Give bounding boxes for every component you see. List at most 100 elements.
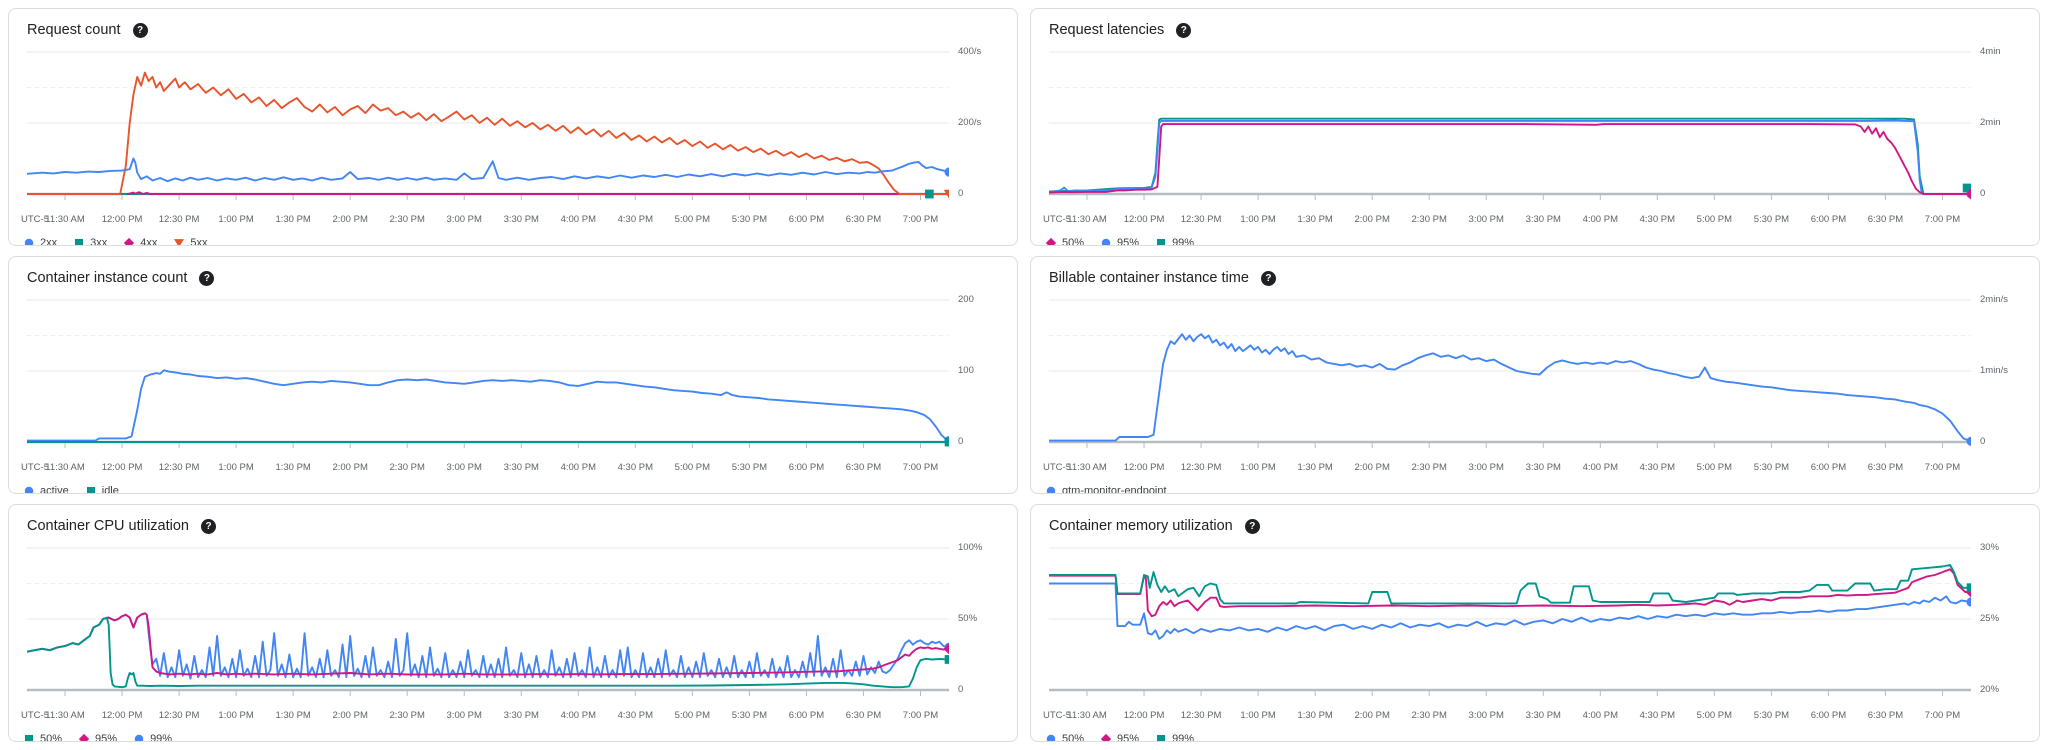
series-50%	[27, 618, 949, 688]
x-tick-label: 2:30 PM	[1411, 214, 1447, 225]
x-axis: UTC-5 11:30 AM 12:00 PM 12:30 PM 1:00 PM 1:30…	[1043, 709, 1971, 724]
series-50%	[1049, 584, 1971, 639]
legend-item-99-[interactable]: 99%	[1155, 237, 1194, 245]
diamond-marker-icon	[78, 733, 90, 741]
x-tick-label: 12:00 PM	[101, 462, 143, 473]
x-tick-label: 5:30 PM	[1753, 214, 1790, 225]
series-gtm-monitor-endpoint	[1049, 334, 1971, 441]
x-tick-label: 7:00 PM	[1924, 214, 1961, 225]
legend-item-95-[interactable]: 95%	[1100, 237, 1139, 245]
x-tick-label: 3:30 PM	[1525, 710, 1561, 721]
x-tick-label: 7:00 PM	[1924, 710, 1961, 721]
legend-item-2xx[interactable]: 2xx	[23, 237, 57, 245]
legend-item-95-[interactable]: 95%	[1100, 733, 1139, 741]
legend-item-50-[interactable]: 50%	[23, 733, 62, 741]
x-tick-label: 1:30 PM	[275, 462, 311, 473]
legend-item-5xx[interactable]: 5xx	[173, 237, 208, 245]
legend-label: idle	[101, 485, 119, 494]
x-tick-label: 2:30 PM	[1411, 710, 1447, 721]
x-tick-label: 5:00 PM	[1696, 214, 1733, 225]
x-tick-label: 3:30 PM	[503, 710, 539, 721]
x-tick-label: 3:00 PM	[446, 214, 482, 225]
x-tick-label: 12:30 PM	[1180, 214, 1222, 225]
legend-item-50-[interactable]: 50%	[1045, 733, 1085, 742]
y-axis: 4min 2min 0	[1971, 42, 2021, 212]
x-tick-label: 1:00 PM	[218, 710, 254, 721]
x-tick-label: 6:30 PM	[1867, 710, 1904, 721]
diamond-marker-icon	[1100, 733, 1112, 741]
x-tick-label: 12:00 PM	[1123, 462, 1165, 473]
y-tick-label: 50%	[958, 613, 978, 624]
legend: gtm-monitor-endpoint	[1045, 485, 1971, 493]
x-tick-label: 12:30 PM	[158, 710, 200, 721]
help-icon[interactable]: ?	[132, 22, 148, 38]
y-axis: 100% 50% 0	[949, 538, 999, 708]
help-icon[interactable]: ?	[1260, 270, 1276, 286]
legend-label: 3xx	[90, 237, 108, 246]
x-tick-label: 11:30 AM	[45, 710, 85, 721]
series-4xx	[128, 192, 949, 194]
series-99%	[27, 613, 949, 678]
legend-item-50-[interactable]: 50%	[1045, 237, 1084, 245]
y-tick-label: 0	[958, 436, 964, 447]
x-tick-label: 4:00 PM	[1582, 214, 1618, 225]
x-tick-label: 12:00 PM	[1123, 214, 1165, 225]
square-marker-icon	[1157, 734, 1166, 741]
y-axis: 30% 25% 20%	[1971, 538, 2021, 708]
help-icon[interactable]: ?	[201, 518, 216, 534]
legend-item-active[interactable]: active	[23, 485, 69, 493]
series-95%	[1049, 121, 1971, 195]
end-marker-50%	[944, 655, 949, 664]
legend: 50% 95% 99%	[1045, 237, 1971, 245]
timezone-label: UTC-5	[21, 214, 49, 225]
legend-item-95-[interactable]: 95%	[78, 733, 117, 741]
end-marker-99%	[1966, 583, 1971, 593]
x-tick-label: 6:00 PM	[788, 214, 825, 225]
circle-marker-icon	[134, 734, 144, 741]
legend-item-99-[interactable]: 99%	[1155, 733, 1194, 741]
x-tick-label: 2:00 PM	[332, 462, 368, 473]
x-tick-label: 12:30 PM	[1180, 710, 1222, 721]
help-icon[interactable]: ?	[1244, 518, 1260, 534]
x-tick-label: 5:00 PM	[1696, 462, 1733, 473]
end-marker-gtm-monitor-endpoint	[1966, 436, 1971, 446]
legend-label: 50%	[1062, 733, 1085, 742]
x-tick-label: 1:00 PM	[1240, 462, 1276, 473]
end-marker-2xx	[944, 167, 949, 177]
x-tick-label: 6:30 PM	[845, 462, 882, 473]
legend-item-4xx[interactable]: 4xx	[123, 237, 157, 245]
series-99%	[1049, 119, 1971, 194]
x-tick-label: 3:00 PM	[446, 710, 482, 721]
x-tick-label: 3:00 PM	[1468, 462, 1504, 473]
y-tick-label: 0	[958, 684, 964, 695]
circle-marker-icon	[1101, 238, 1111, 245]
x-tick-label: 5:00 PM	[674, 710, 711, 721]
legend-item-3xx[interactable]: 3xx	[73, 237, 108, 246]
legend-item-99-[interactable]: 99%	[133, 733, 172, 741]
legend: active idle	[23, 485, 949, 494]
y-tick-label: 1min/s	[1980, 365, 2008, 376]
x-tick-label: 1:00 PM	[218, 462, 254, 473]
request-latencies-chart	[1049, 42, 1971, 212]
legend: 50% 95% 99%	[1045, 733, 1971, 742]
panel-title: Request latencies	[1049, 22, 1165, 38]
x-axis: UTC-5 11:30 AM 12:00 PM 12:30 PM 1:00 PM 1:30…	[21, 709, 949, 724]
x-tick-label: 4:00 PM	[560, 462, 596, 473]
x-tick-label: 7:00 PM	[902, 462, 939, 473]
x-tick-label: 12:30 PM	[158, 462, 200, 473]
legend-item-gtm-monitor-endpoint[interactable]: gtm-monitor-endpoint	[1045, 485, 1167, 493]
legend-item-idle[interactable]: idle	[85, 485, 119, 494]
y-tick-label: 20%	[1980, 684, 2000, 695]
panel-title: Container instance count	[27, 270, 188, 286]
help-icon[interactable]: ?	[1176, 22, 1192, 38]
x-tick-label: 6:00 PM	[788, 710, 825, 721]
x-tick-label: 5:30 PM	[1753, 462, 1790, 473]
y-tick-label: 2min/s	[1980, 294, 2008, 305]
series-active	[27, 370, 949, 440]
x-tick-label: 4:00 PM	[1582, 462, 1618, 473]
container-cpu-utilization-chart	[27, 538, 949, 708]
help-icon[interactable]: ?	[199, 270, 215, 286]
series-50%	[1049, 124, 1971, 194]
x-tick-label: 4:00 PM	[560, 214, 596, 225]
x-tick-label: 3:00 PM	[446, 462, 482, 473]
